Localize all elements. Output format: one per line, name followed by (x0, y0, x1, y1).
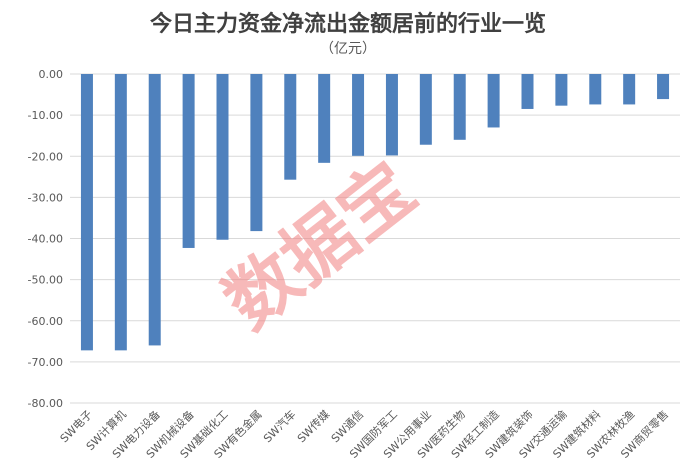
bar (623, 74, 636, 105)
y-tick-label: -50.00 (28, 274, 63, 287)
chart-subtitle: （亿元） (320, 41, 376, 57)
bar (114, 74, 127, 351)
bar (419, 74, 432, 145)
chart-title: 今日主力资金净流出金额居前的行业一览 (149, 12, 546, 37)
bar (80, 74, 93, 351)
y-tick-label: -60.00 (28, 315, 63, 328)
bar (555, 74, 568, 106)
watermark-logo: 数据宝 (209, 146, 431, 345)
bar (250, 74, 263, 232)
bar (589, 74, 602, 105)
bar (148, 74, 161, 346)
bar (453, 74, 466, 140)
bar (318, 74, 331, 163)
bar (352, 74, 365, 156)
y-tick-label: -70.00 (28, 356, 63, 369)
y-tick-label: -30.00 (28, 191, 63, 204)
y-tick-label: -80.00 (28, 397, 63, 410)
x-category-label: SW传媒 (295, 408, 332, 445)
bar (521, 74, 534, 109)
bar (182, 74, 195, 248)
y-axis-ticks: 0.00 -10.00 -20.00 -30.00 -40.00 -50.00 -60.00… (28, 68, 63, 410)
y-tick-label: -20.00 (28, 150, 63, 163)
bar (487, 74, 500, 128)
y-tick-label: 0.00 (39, 68, 64, 81)
bar (284, 74, 297, 180)
bar (657, 74, 670, 100)
gridlines (70, 73, 680, 404)
y-tick-label: -40.00 (28, 233, 63, 246)
bars (80, 74, 670, 351)
y-tick-label: -10.00 (28, 109, 63, 122)
bar (385, 74, 398, 156)
x-category-label: SW汽车 (260, 407, 298, 445)
x-axis-labels: SW电子SW计算机SW电力设备SW机械设备SW基础化工SW有色金属SW汽车SW传… (58, 407, 671, 461)
bar (216, 74, 229, 240)
